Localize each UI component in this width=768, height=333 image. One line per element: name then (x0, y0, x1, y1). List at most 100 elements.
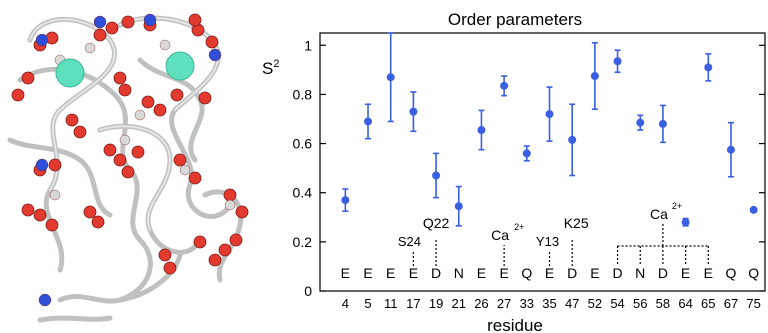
x-tick-label: 17 (406, 296, 420, 311)
oxygen-atom (173, 153, 187, 167)
data-point (454, 202, 463, 211)
residue-type-label: D (431, 265, 441, 281)
residue-type-label: N (635, 265, 645, 281)
data-point (432, 171, 441, 180)
oxygen-atom (65, 113, 79, 127)
data-point (704, 63, 713, 72)
chart-title: Order parameters (448, 10, 582, 29)
oxygen-atom (11, 88, 25, 102)
x-tick-label: 26 (474, 296, 488, 311)
x-tick-label: 35 (542, 296, 556, 311)
annotation-ca-right-superscript: 2+ (672, 201, 682, 211)
protein-structure-image (7, 13, 249, 323)
oxygen-atom (91, 215, 105, 229)
residue-type-label: D (567, 265, 577, 281)
residue-type-label: E (477, 265, 486, 281)
y-axis-ticks: 0 0.2 0.4 0.6 0.8 1 (293, 37, 765, 299)
data-point (386, 73, 395, 82)
oxygen-atom (113, 71, 127, 85)
x-tick-label: 52 (588, 296, 602, 311)
x-tick-label: 65 (701, 296, 715, 311)
x-tick-label: 19 (429, 296, 443, 311)
residue-type-label: D (612, 265, 622, 281)
x-tick-label: 4 (342, 296, 349, 311)
oxygen-atom (141, 95, 155, 109)
oxygen-atom (21, 71, 35, 85)
x-axis-ticks: 4 5 11 17 19 21 26 27 33 35 47 52 54 56 58 64 65 67 75 (342, 296, 761, 311)
residue-type-label: E (681, 265, 690, 281)
oxygen-atom (198, 91, 212, 105)
x-tick-label: 54 (610, 296, 624, 311)
carbon-atom (134, 109, 146, 121)
data-point (522, 149, 531, 158)
nitrogen-atom (35, 33, 49, 47)
oxygen-atom (153, 103, 167, 117)
nitrogen-atom (208, 48, 222, 62)
y-tick-label: 1 (304, 37, 312, 53)
residue-type-label: Q (521, 265, 532, 281)
data-point (364, 117, 373, 126)
y-tick-label: 0.6 (293, 136, 313, 152)
carbon-atom (84, 42, 96, 54)
residue-type-label: E (704, 265, 713, 281)
data-point (658, 119, 667, 128)
x-tick-label: 67 (724, 296, 738, 311)
x-tick-label: 75 (746, 296, 760, 311)
oxygen-atom (48, 158, 62, 172)
data-point (613, 57, 622, 66)
x-tick-label: 33 (520, 296, 534, 311)
residue-type-label: E (545, 265, 554, 281)
y-axis-label-superscript: 2 (273, 58, 279, 70)
annotation-label-q22: Q22 (423, 215, 450, 231)
data-point (409, 107, 418, 116)
oxygen-atom (103, 143, 117, 157)
oxygen-atom (33, 208, 47, 222)
annotation-label-k25: K25 (564, 215, 589, 231)
data-point (726, 145, 735, 154)
oxygen-atom (93, 28, 107, 42)
nitrogen-atom (38, 293, 52, 307)
x-tick-label: 11 (384, 296, 398, 311)
data-point (341, 196, 350, 205)
x-tick-label: 56 (633, 296, 647, 311)
oxygen-atom (105, 21, 119, 35)
oxygen-atom (235, 205, 249, 219)
oxygen-atom (170, 88, 184, 102)
oxygen-atom (45, 218, 59, 232)
nitrogen-atom (143, 13, 157, 27)
carbon-atom (179, 164, 191, 176)
carbon-atom (159, 39, 171, 51)
calcium-ion-right (165, 51, 195, 81)
x-tick-label: 5 (364, 296, 371, 311)
oxygen-atom (118, 83, 132, 97)
annotation-ca-mid: Ca (491, 227, 509, 243)
data-point (477, 126, 486, 135)
x-axis-label: residue (487, 316, 543, 333)
oxygen-atom (218, 243, 232, 257)
oxygen-atom (193, 235, 207, 249)
residue-type-label: Q (748, 265, 759, 281)
y-tick-label: 0.8 (293, 86, 313, 102)
annotation-ca-right: Ca (650, 206, 668, 222)
oxygen-atom (121, 15, 135, 29)
oxygen-atom (131, 145, 145, 159)
data-point (500, 81, 509, 90)
data-point (749, 205, 758, 214)
nitrogen-atom (93, 15, 107, 29)
annotation-label-y13: Y13 (536, 234, 559, 249)
carbon-atom (49, 189, 61, 201)
annotation-label-s24: S24 (398, 234, 421, 249)
data-point (590, 72, 599, 80)
data-point (545, 110, 554, 119)
x-tick-label: 58 (656, 296, 670, 311)
data-point (568, 135, 577, 144)
residue-type-label: D (658, 265, 668, 281)
residue-type-label: E (590, 265, 599, 281)
data-points (341, 32, 758, 227)
oxygen-atom (73, 125, 87, 139)
oxygen-atom (158, 248, 172, 262)
y-tick-label: 0.4 (293, 185, 313, 201)
residue-type-label: E (499, 265, 508, 281)
nitrogen-atom (35, 158, 49, 172)
